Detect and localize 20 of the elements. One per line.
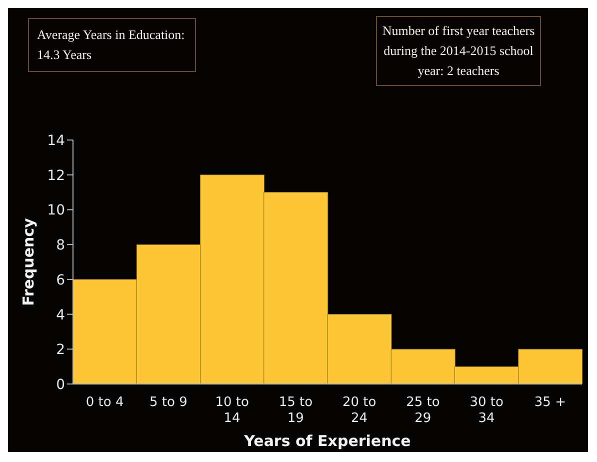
y-tick-label: 6 — [56, 272, 66, 288]
x-tick-label: 35 + — [534, 395, 566, 410]
y-tick-label: 4 — [56, 307, 66, 324]
x-axis-title: Years of Experience — [243, 432, 411, 450]
y-tick-label: 12 — [47, 168, 65, 184]
y-tick-label: 2 — [56, 342, 65, 358]
y-tick-label: 10 — [47, 202, 65, 219]
y-tick-label: 14 — [47, 132, 66, 149]
x-tick-label: 25 to 29 — [406, 395, 440, 426]
text: Number of first year teachers during the 2014-2015 school year: 2 teachers — [376, 16, 541, 86]
x-tick-label: 15 to 19 — [278, 395, 313, 426]
x-tick-label: 10 to 14 — [215, 395, 249, 426]
x-tick-label: 30 to 34 — [470, 395, 504, 426]
y-tick-label: 0 — [56, 376, 65, 393]
y-axis-title: Frequency — [19, 218, 38, 306]
x-tick-label: 0 to 4 — [86, 395, 124, 410]
text: Average Years in Education: 14.3 Years — [28, 18, 196, 72]
x-tick-label: 5 to 9 — [150, 395, 188, 410]
x-tick-label: 20 to 24 — [342, 395, 376, 426]
y-tick-label: 8 — [56, 238, 65, 254]
